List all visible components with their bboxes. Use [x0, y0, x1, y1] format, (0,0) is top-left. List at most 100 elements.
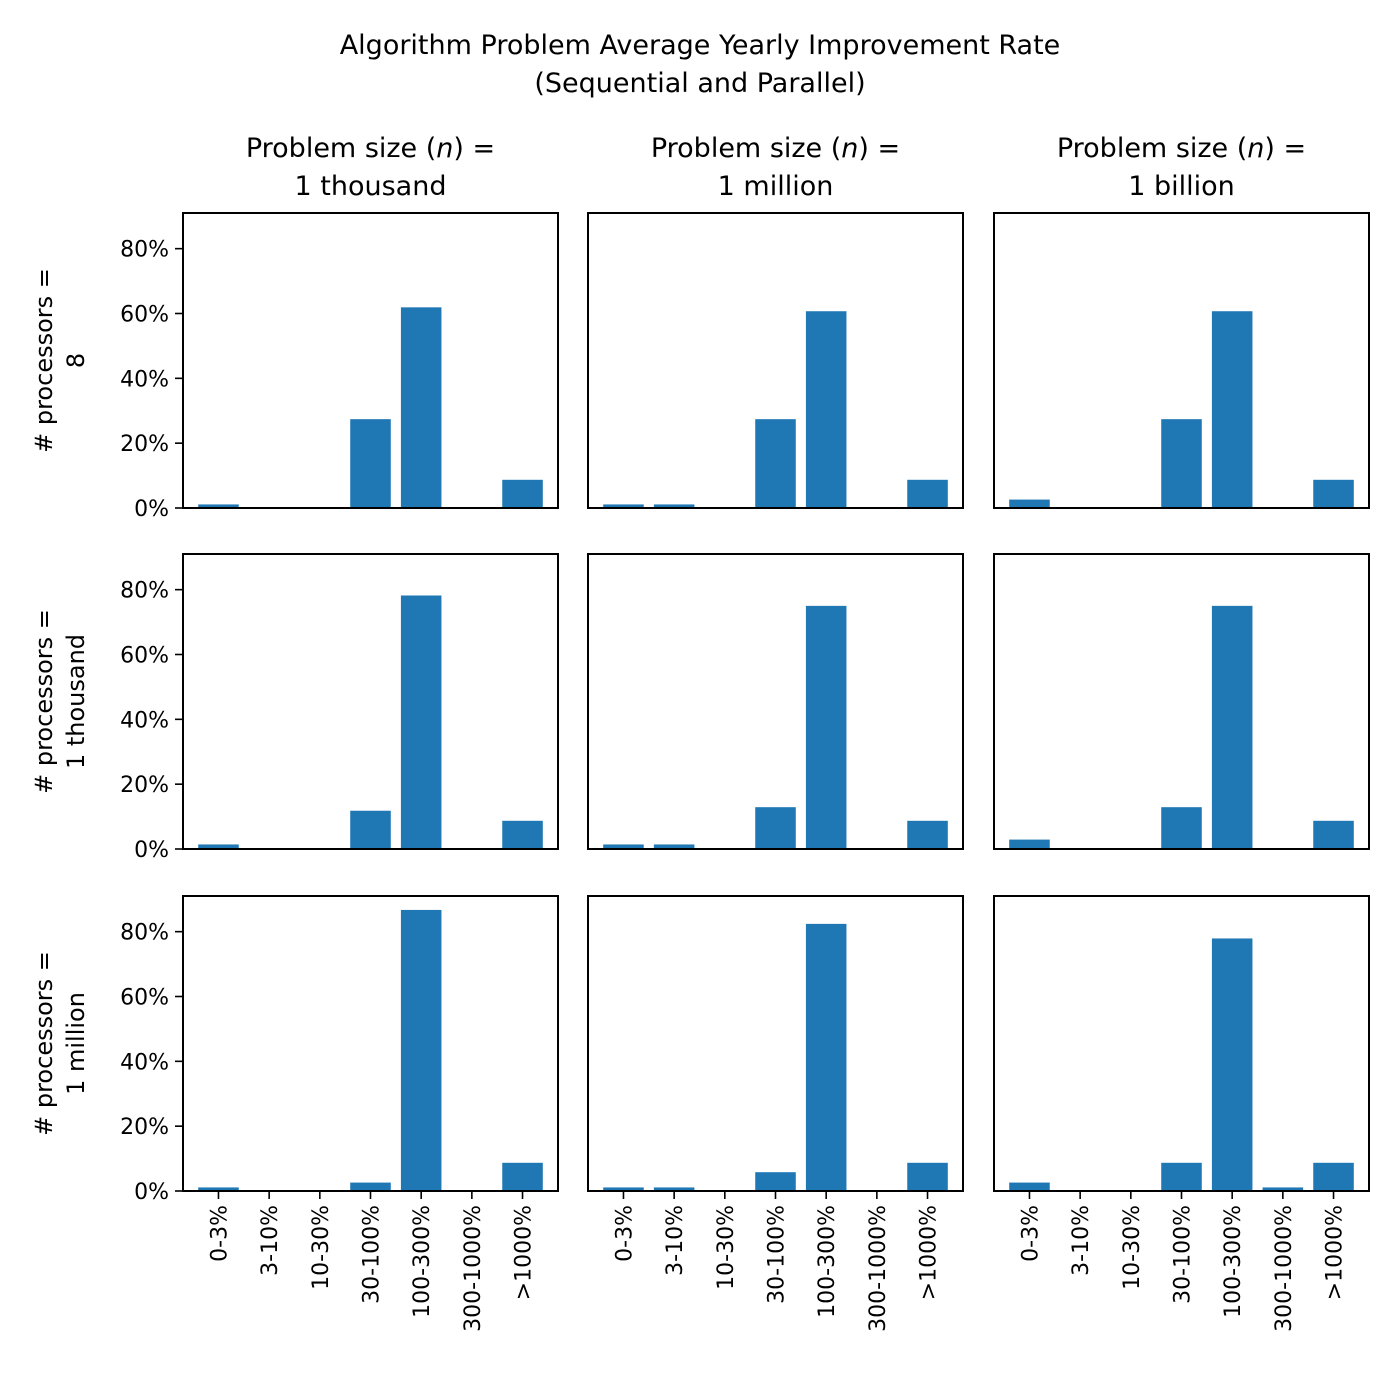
column-title-suffix: ) =: [453, 133, 495, 164]
bar->1000%: [1313, 479, 1354, 508]
panel-r1-c1: 0% 20% 40% 60% 80%: [120, 212, 559, 522]
column-title-variable: n: [1247, 133, 1264, 164]
panel-r3-c1: 0% 20% 40% 60% 80% 0-3% 3-10% 10-30% 30-100% 100-…: [120, 895, 559, 1332]
bar-0-3%: [603, 504, 644, 508]
y-tick-label: 40%: [120, 708, 169, 733]
bar-0-3%: [1009, 839, 1050, 849]
bar-0-3%: [603, 844, 644, 849]
bar->1000%: [907, 820, 948, 849]
x-tick-label: 30-100%: [765, 1205, 790, 1304]
bar-3-10%: [653, 1187, 695, 1191]
panel-r1-c2: [587, 212, 964, 509]
bar-100-300%: [805, 311, 847, 508]
panel-r2-c3: [993, 553, 1370, 850]
bar-3-10%: [653, 504, 695, 508]
x-tick-label: >1000%: [1323, 1205, 1348, 1300]
y-tick-label: 80%: [120, 921, 169, 946]
axes-frame: [993, 553, 1370, 850]
panel-r3-c2: 0-3% 3-10% 10-30% 30-100% 100-300% 300-1000% >…: [587, 895, 964, 1332]
column-title-line2: 1 million: [718, 171, 834, 202]
bar-30-100%: [755, 807, 796, 849]
bar-30-100%: [1161, 807, 1202, 849]
row-label-line2: 1 million: [62, 992, 90, 1095]
column-title-line2: 1 thousand: [295, 171, 447, 202]
axes-frame: [587, 895, 964, 1192]
x-tick-label: 10-30%: [309, 1205, 334, 1290]
panel-r3-c3: 0-3% 3-10% 10-30% 30-100% 100-300% 300-1000% >…: [993, 895, 1370, 1332]
y-tick-label: 80%: [120, 579, 169, 604]
bar->1000%: [1313, 1162, 1354, 1191]
x-tick-label: 0-3%: [1018, 1205, 1043, 1262]
bar->1000%: [907, 479, 948, 508]
bar-0-3%: [1009, 499, 1050, 508]
axes-frame: [587, 212, 964, 509]
x-tick-label: >1000%: [917, 1205, 942, 1300]
bar->1000%: [502, 820, 543, 849]
panel-r2-c2: [587, 553, 964, 850]
column-title-line1: Problem size (n) =: [246, 133, 495, 164]
bar-30-100%: [1161, 419, 1202, 508]
x-tick-label: 3-10%: [258, 1205, 283, 1276]
row-label-line2: 1 thousand: [62, 634, 90, 769]
x-tick-label: 100-300%: [815, 1205, 840, 1318]
bar-30-100%: [350, 810, 391, 849]
y-tick-label: 0%: [134, 1180, 169, 1205]
bar-30-100%: [350, 1182, 391, 1191]
bar->1000%: [502, 479, 543, 508]
axes-frame: [993, 895, 1370, 1192]
bar-300-1000%: [1262, 1187, 1304, 1191]
bar->1000%: [502, 1162, 543, 1191]
chart-title: Algorithm Problem Average Yearly Improve…: [340, 30, 1061, 61]
y-tick-label: 20%: [120, 432, 169, 457]
x-tick-label: 30-100%: [360, 1205, 385, 1304]
x-tick-label: 10-30%: [1120, 1205, 1145, 1290]
y-tick-label: 20%: [120, 1115, 169, 1140]
column-title-prefix: Problem size (: [246, 133, 436, 164]
panel-r2-c1: 0% 20% 40% 60% 80%: [120, 553, 559, 863]
column-title-line1: Problem size (n) =: [1057, 133, 1306, 164]
x-tick-label: 30-100%: [1171, 1205, 1196, 1304]
bar-0-3%: [198, 504, 239, 508]
bar-30-100%: [755, 1172, 796, 1191]
chart-subtitle: (Sequential and Parallel): [534, 68, 865, 99]
y-tick-label: 80%: [120, 238, 169, 263]
x-tick-label: 300-1000%: [461, 1205, 486, 1332]
x-tick-label: 300-1000%: [1272, 1205, 1297, 1332]
row-label-line1: # processors =: [30, 268, 58, 453]
column-title-suffix: ) =: [858, 133, 900, 164]
x-tick-label: 3-10%: [663, 1205, 688, 1276]
bar-100-300%: [1211, 605, 1253, 849]
x-tick-label: 3-10%: [1069, 1205, 1094, 1276]
bar-100-300%: [1211, 938, 1253, 1191]
row-label: # processors = 1 thousand: [30, 609, 90, 794]
bar-100-300%: [805, 923, 847, 1191]
axes-frame: [182, 895, 559, 1192]
bar-30-100%: [755, 419, 796, 508]
x-tick-label: 100-300%: [410, 1205, 435, 1318]
row-label-line1: # processors =: [30, 609, 58, 794]
row-label-line1: # processors =: [30, 951, 58, 1136]
column-title-line1: Problem size (n) =: [651, 133, 900, 164]
x-tick-label: 0-3%: [207, 1205, 232, 1262]
column-title-suffix: ) =: [1264, 133, 1306, 164]
axes-frame: [182, 553, 559, 850]
column-title-prefix: Problem size (: [651, 133, 841, 164]
row-label: # processors = 8: [30, 268, 90, 453]
x-tick-label: 10-30%: [714, 1205, 739, 1290]
y-tick-label: 60%: [120, 643, 169, 668]
y-tick-label: 40%: [120, 1050, 169, 1075]
bar-0-3%: [603, 1187, 644, 1191]
bar-30-100%: [1161, 1162, 1202, 1191]
y-tick-label: 0%: [134, 497, 169, 522]
axes-frame: [182, 212, 559, 509]
x-tick-label: 300-1000%: [866, 1205, 891, 1332]
row-label: # processors = 1 million: [30, 951, 90, 1136]
y-tick-label: 60%: [120, 302, 169, 327]
x-tick-label: >1000%: [512, 1205, 537, 1300]
axes-frame: [587, 553, 964, 850]
column-title-prefix: Problem size (: [1057, 133, 1247, 164]
column-title-line2: 1 billion: [1128, 171, 1235, 202]
bar-30-100%: [350, 419, 391, 508]
